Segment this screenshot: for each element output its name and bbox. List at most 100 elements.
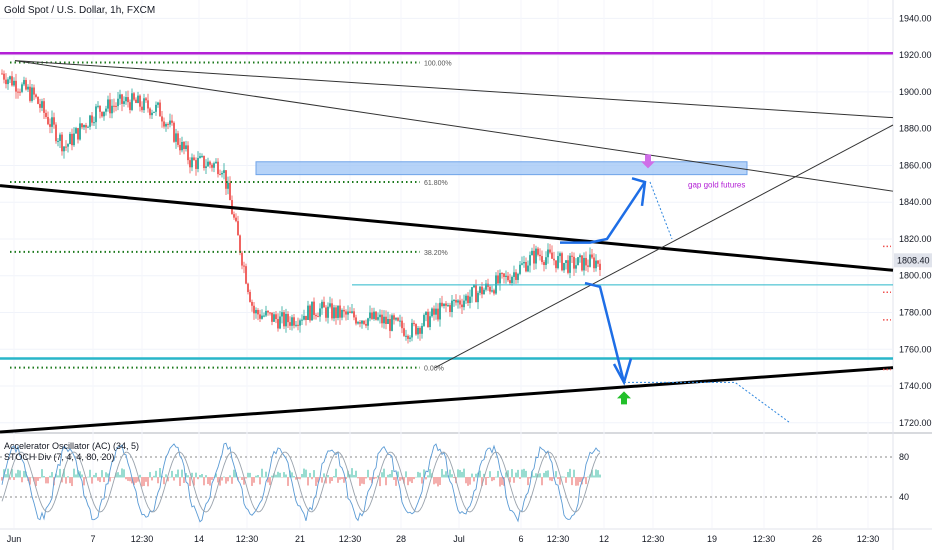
candle-body — [7, 79, 9, 85]
ac-histogram-bar — [379, 477, 381, 487]
candle-body — [343, 309, 345, 312]
time-tick-label: 7 — [90, 534, 95, 544]
price-tick-label: 1800.00 — [899, 271, 932, 281]
ac-histogram-bar — [151, 477, 153, 481]
candle-body — [39, 103, 41, 108]
candle-body — [143, 98, 145, 111]
ac-histogram-bar — [467, 477, 469, 486]
ac-histogram-bar — [15, 473, 17, 478]
candle-body — [83, 125, 85, 128]
ac-histogram-bar — [79, 471, 81, 478]
thin-trendline-3 — [434, 124, 894, 369]
candle-body — [69, 133, 71, 145]
candle-body — [243, 265, 245, 267]
candle-body — [323, 301, 325, 308]
ac-histogram-bar — [113, 477, 115, 478]
candle-body — [65, 146, 67, 148]
candle-body — [187, 145, 189, 161]
ac-histogram-bar — [201, 474, 203, 478]
candle-body — [579, 255, 581, 258]
candle-body — [73, 133, 75, 146]
time-tick-label: 6 — [518, 534, 523, 544]
ac-histogram-bar — [349, 474, 351, 478]
ac-histogram-bar — [47, 477, 49, 484]
ac-histogram-bar — [541, 477, 543, 486]
ac-histogram-bar — [287, 477, 289, 486]
candle-body — [411, 322, 413, 338]
ac-histogram-bar — [525, 470, 527, 478]
candle-body — [209, 161, 211, 165]
candle-body — [287, 313, 289, 323]
candle-body — [345, 311, 347, 315]
candle-body — [35, 94, 37, 97]
ac-histogram-bar — [479, 470, 481, 478]
candle-body — [361, 320, 363, 324]
ac-histogram-bar — [189, 477, 191, 486]
ac-histogram-bar — [197, 477, 199, 480]
ac-histogram-bar — [235, 472, 237, 478]
candle-body — [437, 308, 439, 320]
candle-body — [159, 102, 161, 117]
ac-histogram-bar — [575, 477, 577, 486]
ac-histogram-bar — [167, 477, 169, 482]
candle-body — [217, 161, 219, 175]
candle-body — [567, 260, 569, 273]
price-tick-label: 1880.00 — [899, 124, 932, 134]
candle-body — [121, 94, 123, 104]
candle-body — [529, 255, 531, 266]
candle-body — [349, 311, 351, 313]
ac-histogram-bar — [65, 477, 67, 484]
candle-body — [191, 157, 193, 168]
ac-indicator-label[interactable]: Accelerator Oscillator (AC) (34, 5) — [4, 441, 140, 451]
ac-histogram-bar — [535, 473, 537, 478]
candle-body — [155, 104, 157, 112]
candle-body — [511, 276, 513, 284]
time-tick-label: 12:30 — [131, 534, 154, 544]
ac-histogram-bar — [513, 477, 515, 483]
ac-histogram-bar — [127, 477, 129, 481]
ac-histogram-bar — [111, 477, 113, 478]
candle-body — [471, 287, 473, 297]
ac-histogram-bar — [75, 474, 77, 478]
ac-histogram-bar — [301, 473, 303, 478]
fib-level-label: 61.80% — [424, 180, 448, 187]
time-tick-label: 12 — [599, 534, 609, 544]
candle-body — [593, 257, 595, 269]
candle-body — [337, 305, 339, 318]
ac-histogram-bar — [149, 472, 151, 478]
candle-body — [431, 308, 433, 317]
ac-histogram-bar — [293, 475, 295, 478]
candle-body — [219, 174, 221, 176]
candle-body — [545, 257, 547, 265]
ac-histogram-bar — [533, 475, 535, 478]
candle-body — [327, 306, 329, 318]
ac-histogram-bar — [453, 477, 455, 479]
ac-histogram-bar — [269, 477, 271, 486]
candle-body — [291, 317, 293, 326]
candle-body — [547, 249, 549, 258]
candle-body — [239, 235, 241, 253]
candle-body — [95, 106, 97, 123]
candle-body — [117, 98, 119, 107]
candle-body — [335, 307, 337, 318]
ac-histogram-bar — [231, 477, 233, 484]
candle-body — [521, 263, 523, 265]
ac-histogram-bar — [577, 477, 579, 486]
ac-histogram-bar — [97, 477, 99, 481]
ac-histogram-bar — [81, 474, 83, 478]
ac-histogram-bar — [327, 475, 329, 478]
stoch-indicator-label[interactable]: STOCH Div (7, 4, 4, 80, 20) — [4, 452, 115, 462]
ac-histogram-bar — [51, 472, 53, 478]
candle-body — [201, 155, 203, 157]
gap-label: gap gold futures — [688, 181, 745, 190]
ac-histogram-bar — [339, 477, 341, 480]
ac-histogram-bar — [125, 477, 127, 480]
time-tick-label: Jul — [453, 534, 465, 544]
ac-histogram-bar — [473, 477, 475, 482]
ac-histogram-bar — [591, 469, 593, 478]
candle-body — [25, 80, 27, 90]
ac-histogram-bar — [283, 472, 285, 478]
time-tick-label: 19 — [707, 534, 717, 544]
